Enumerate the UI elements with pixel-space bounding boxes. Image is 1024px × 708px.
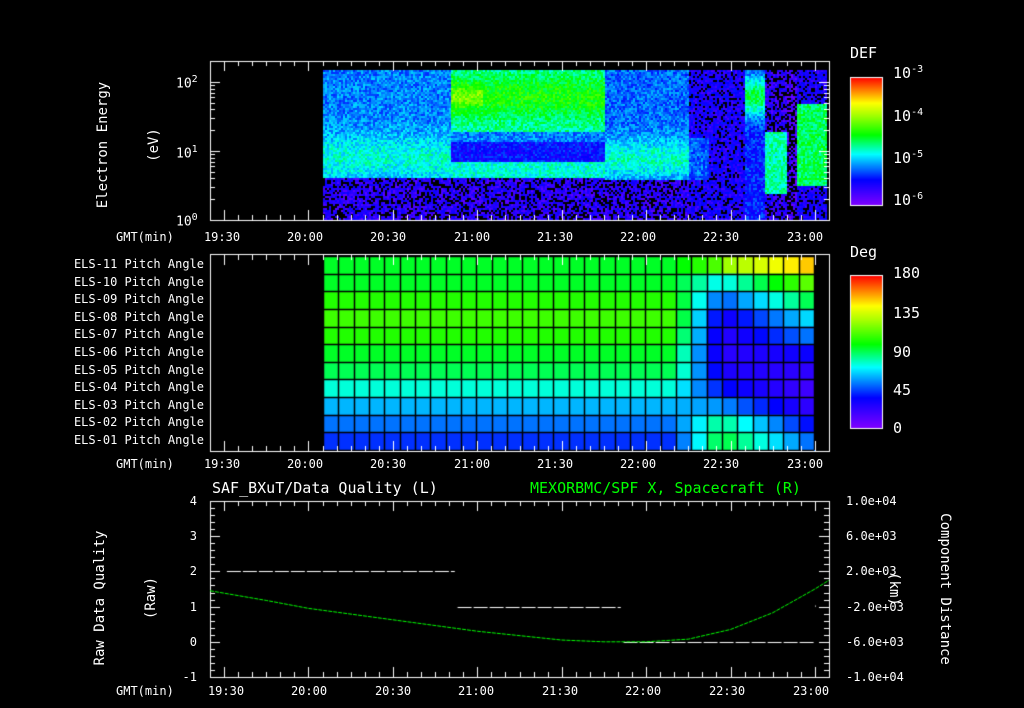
distance-tick: 1.0e+04 xyxy=(846,494,897,508)
component-distance-axis-label: Component Distance (km) xyxy=(886,499,987,679)
time-tick-label: 22:30 xyxy=(702,230,740,244)
time-tick-label: 20:30 xyxy=(369,457,407,471)
time-tick-label: 19:30 xyxy=(203,230,241,244)
pitch-angle-row-label: ELS-10 Pitch Angle xyxy=(73,274,204,289)
deg-tick-0: 0 xyxy=(893,419,903,437)
data-quality-axis-label: Raw Data Quality (Raw) xyxy=(58,523,159,673)
time-tick-label: 22:00 xyxy=(619,230,657,244)
time-tick-label: 21:30 xyxy=(536,457,574,471)
data-quality-tick: 1 xyxy=(189,599,197,614)
deg-tick-180: 180 xyxy=(893,264,921,282)
data-quality-tick: 2 xyxy=(189,564,197,579)
deg-colorbar-title: Deg xyxy=(850,243,878,261)
energy-tick-100: 102 xyxy=(176,74,198,92)
data-quality-axis-label-line1: Raw Data Quality xyxy=(92,530,108,666)
data-quality-tick: 0 xyxy=(189,634,197,649)
pitch-angle-row-label: ELS-04 Pitch Angle xyxy=(73,380,204,395)
time-tick-label: 22:00 xyxy=(624,684,662,698)
data-quality-axis-label-line2: (Raw) xyxy=(143,576,159,620)
time-tick-label: 23:00 xyxy=(792,684,830,698)
time-tick-label: 21:00 xyxy=(453,457,491,471)
time-tick-label: 21:30 xyxy=(536,230,574,244)
time-axis-label-1: GMT(min) xyxy=(116,230,174,244)
time-tick-label: 19:30 xyxy=(207,684,245,698)
deg-tick-90: 90 xyxy=(893,343,912,361)
distance-tick: 2.0e+03 xyxy=(846,564,897,579)
time-tick-label: 22:30 xyxy=(702,457,740,471)
pitch-angle-row-label: ELS-08 Pitch Angle xyxy=(73,309,204,324)
time-axis-label-2: GMT(min) xyxy=(116,457,174,471)
time-tick-label: 23:00 xyxy=(786,230,824,244)
time-tick-label: 20:00 xyxy=(286,457,324,471)
time-tick-label: 22:00 xyxy=(619,457,657,471)
pitch-angle-row-label: ELS-06 Pitch Angle xyxy=(73,345,204,359)
pitch-angle-row-label: ELS-07 Pitch Angle xyxy=(73,327,204,342)
component-distance-axis-label-line1: Component Distance xyxy=(937,513,953,665)
deg-tick-45: 45 xyxy=(893,381,912,399)
pitch-angle-row-label: ELS-05 Pitch Angle xyxy=(73,362,204,377)
time-tick-label: 21:00 xyxy=(453,230,491,244)
component-distance-axis-label-line2: (km) xyxy=(886,572,902,606)
time-tick-label: 20:00 xyxy=(286,230,324,244)
distance-tick: -1.0e+04 xyxy=(846,670,904,684)
pitch-angle-row-label: ELS-09 Pitch Angle xyxy=(73,292,204,307)
energy-axis-label-line2: (eV) xyxy=(146,128,162,162)
time-tick-label: 21:30 xyxy=(541,684,579,698)
data-quality-tick: 4 xyxy=(189,494,197,508)
energy-axis-label-line1: Electron Energy xyxy=(95,81,111,209)
time-tick-label: 23:00 xyxy=(786,457,824,471)
pitch-angle-row-label: ELS-03 Pitch Angle xyxy=(73,397,204,412)
pitch-angle-row-label: ELS-01 Pitch Angle xyxy=(73,433,204,447)
def-tick-1e-5: 10-5 xyxy=(893,149,924,167)
distance-tick: 6.0e+03 xyxy=(846,529,897,544)
energy-tick-1: 100 xyxy=(176,212,198,230)
data-quality-tick: -1 xyxy=(182,670,197,684)
spf-x-title: MEXORBMC/SPF X, Spacecraft (R) xyxy=(530,479,801,497)
data-quality-title: SAF_BXuT/Data Quality (L) xyxy=(212,479,438,497)
time-tick-label: 21:00 xyxy=(457,684,495,698)
def-colorbar-title: DEF xyxy=(850,44,878,62)
distance-tick: -2.0e+03 xyxy=(846,599,904,614)
time-tick-label: 22:30 xyxy=(708,684,746,698)
def-tick-1e-3: 10-3 xyxy=(893,64,924,82)
pitch-angle-row-label: ELS-11 Pitch Angle xyxy=(73,257,204,271)
def-tick-1e-4: 10-4 xyxy=(893,107,924,125)
time-tick-label: 20:30 xyxy=(369,230,407,244)
energy-axis-label: Electron Energy (eV) xyxy=(61,75,162,215)
deg-tick-135: 135 xyxy=(893,304,921,322)
time-axis-label-3: GMT(min) xyxy=(116,684,174,698)
distance-tick: -6.0e+03 xyxy=(846,634,904,649)
time-tick-label: 20:30 xyxy=(374,684,412,698)
data-quality-tick: 3 xyxy=(189,529,197,544)
def-tick-1e-6: 10-6 xyxy=(893,191,924,209)
energy-tick-10: 101 xyxy=(176,144,198,162)
pitch-angle-row-label: ELS-02 Pitch Angle xyxy=(73,415,204,430)
time-tick-label: 19:30 xyxy=(203,457,241,471)
time-tick-label: 20:00 xyxy=(290,684,328,698)
